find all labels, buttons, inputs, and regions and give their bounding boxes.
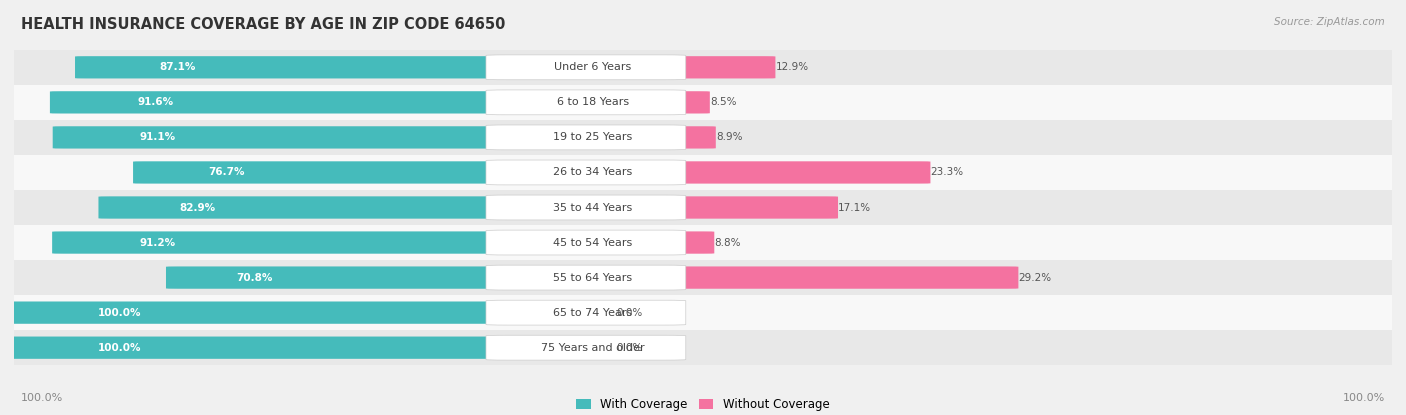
FancyBboxPatch shape	[486, 90, 686, 115]
FancyBboxPatch shape	[486, 195, 686, 220]
FancyBboxPatch shape	[49, 91, 583, 114]
FancyBboxPatch shape	[486, 300, 686, 325]
Bar	[14, 120, 1392, 155]
Text: HEALTH INSURANCE COVERAGE BY AGE IN ZIP CODE 64650: HEALTH INSURANCE COVERAGE BY AGE IN ZIP …	[21, 17, 506, 32]
Text: 8.5%: 8.5%	[710, 98, 737, 107]
FancyBboxPatch shape	[52, 232, 583, 254]
Text: Under 6 Years: Under 6 Years	[554, 62, 631, 72]
Bar	[14, 50, 1392, 85]
FancyBboxPatch shape	[98, 196, 583, 219]
Text: 26 to 34 Years: 26 to 34 Years	[553, 168, 633, 178]
Text: 0.0%: 0.0%	[616, 308, 643, 317]
FancyBboxPatch shape	[565, 302, 612, 324]
Bar	[14, 330, 1392, 365]
Bar	[14, 260, 1392, 295]
FancyBboxPatch shape	[486, 55, 686, 80]
FancyBboxPatch shape	[486, 160, 686, 185]
Text: 17.1%: 17.1%	[838, 203, 872, 212]
Text: 29.2%: 29.2%	[1018, 273, 1052, 283]
Text: 87.1%: 87.1%	[159, 62, 195, 72]
Text: 70.8%: 70.8%	[236, 273, 273, 283]
Text: 35 to 44 Years: 35 to 44 Years	[553, 203, 633, 212]
Text: 91.1%: 91.1%	[141, 132, 176, 142]
FancyBboxPatch shape	[561, 56, 776, 78]
Text: Source: ZipAtlas.com: Source: ZipAtlas.com	[1274, 17, 1385, 27]
Bar	[14, 190, 1392, 225]
Text: 0.0%: 0.0%	[616, 343, 643, 353]
FancyBboxPatch shape	[166, 266, 583, 289]
FancyBboxPatch shape	[561, 126, 716, 149]
FancyBboxPatch shape	[561, 161, 931, 183]
Text: 45 to 54 Years: 45 to 54 Years	[553, 237, 633, 247]
FancyBboxPatch shape	[486, 125, 686, 150]
Text: 55 to 64 Years: 55 to 64 Years	[553, 273, 633, 283]
Text: 8.9%: 8.9%	[716, 132, 742, 142]
FancyBboxPatch shape	[52, 126, 583, 149]
Text: 100.0%: 100.0%	[1343, 393, 1385, 403]
FancyBboxPatch shape	[486, 230, 686, 255]
FancyBboxPatch shape	[561, 91, 710, 114]
Bar	[14, 225, 1392, 260]
Text: 23.3%: 23.3%	[931, 168, 963, 178]
Text: 91.2%: 91.2%	[139, 237, 176, 247]
Text: 75 Years and older: 75 Years and older	[541, 343, 644, 353]
FancyBboxPatch shape	[561, 266, 1018, 289]
Bar	[14, 295, 1392, 330]
Text: 100.0%: 100.0%	[98, 343, 141, 353]
Text: 100.0%: 100.0%	[98, 308, 141, 317]
Text: 12.9%: 12.9%	[776, 62, 808, 72]
FancyBboxPatch shape	[3, 301, 583, 324]
Text: 76.7%: 76.7%	[208, 168, 245, 178]
Legend: With Coverage, Without Coverage: With Coverage, Without Coverage	[572, 393, 834, 415]
FancyBboxPatch shape	[75, 56, 583, 78]
Text: 6 to 18 Years: 6 to 18 Years	[557, 98, 628, 107]
FancyBboxPatch shape	[134, 161, 583, 183]
FancyBboxPatch shape	[3, 337, 583, 359]
FancyBboxPatch shape	[486, 265, 686, 290]
FancyBboxPatch shape	[561, 232, 714, 254]
FancyBboxPatch shape	[486, 335, 686, 360]
Text: 100.0%: 100.0%	[21, 393, 63, 403]
FancyBboxPatch shape	[561, 196, 838, 219]
Text: 65 to 74 Years: 65 to 74 Years	[553, 308, 633, 317]
Text: 91.6%: 91.6%	[138, 98, 174, 107]
Bar	[14, 155, 1392, 190]
FancyBboxPatch shape	[565, 337, 612, 359]
Bar	[14, 85, 1392, 120]
Text: 8.8%: 8.8%	[714, 237, 741, 247]
Text: 19 to 25 Years: 19 to 25 Years	[553, 132, 633, 142]
Text: 82.9%: 82.9%	[179, 203, 215, 212]
